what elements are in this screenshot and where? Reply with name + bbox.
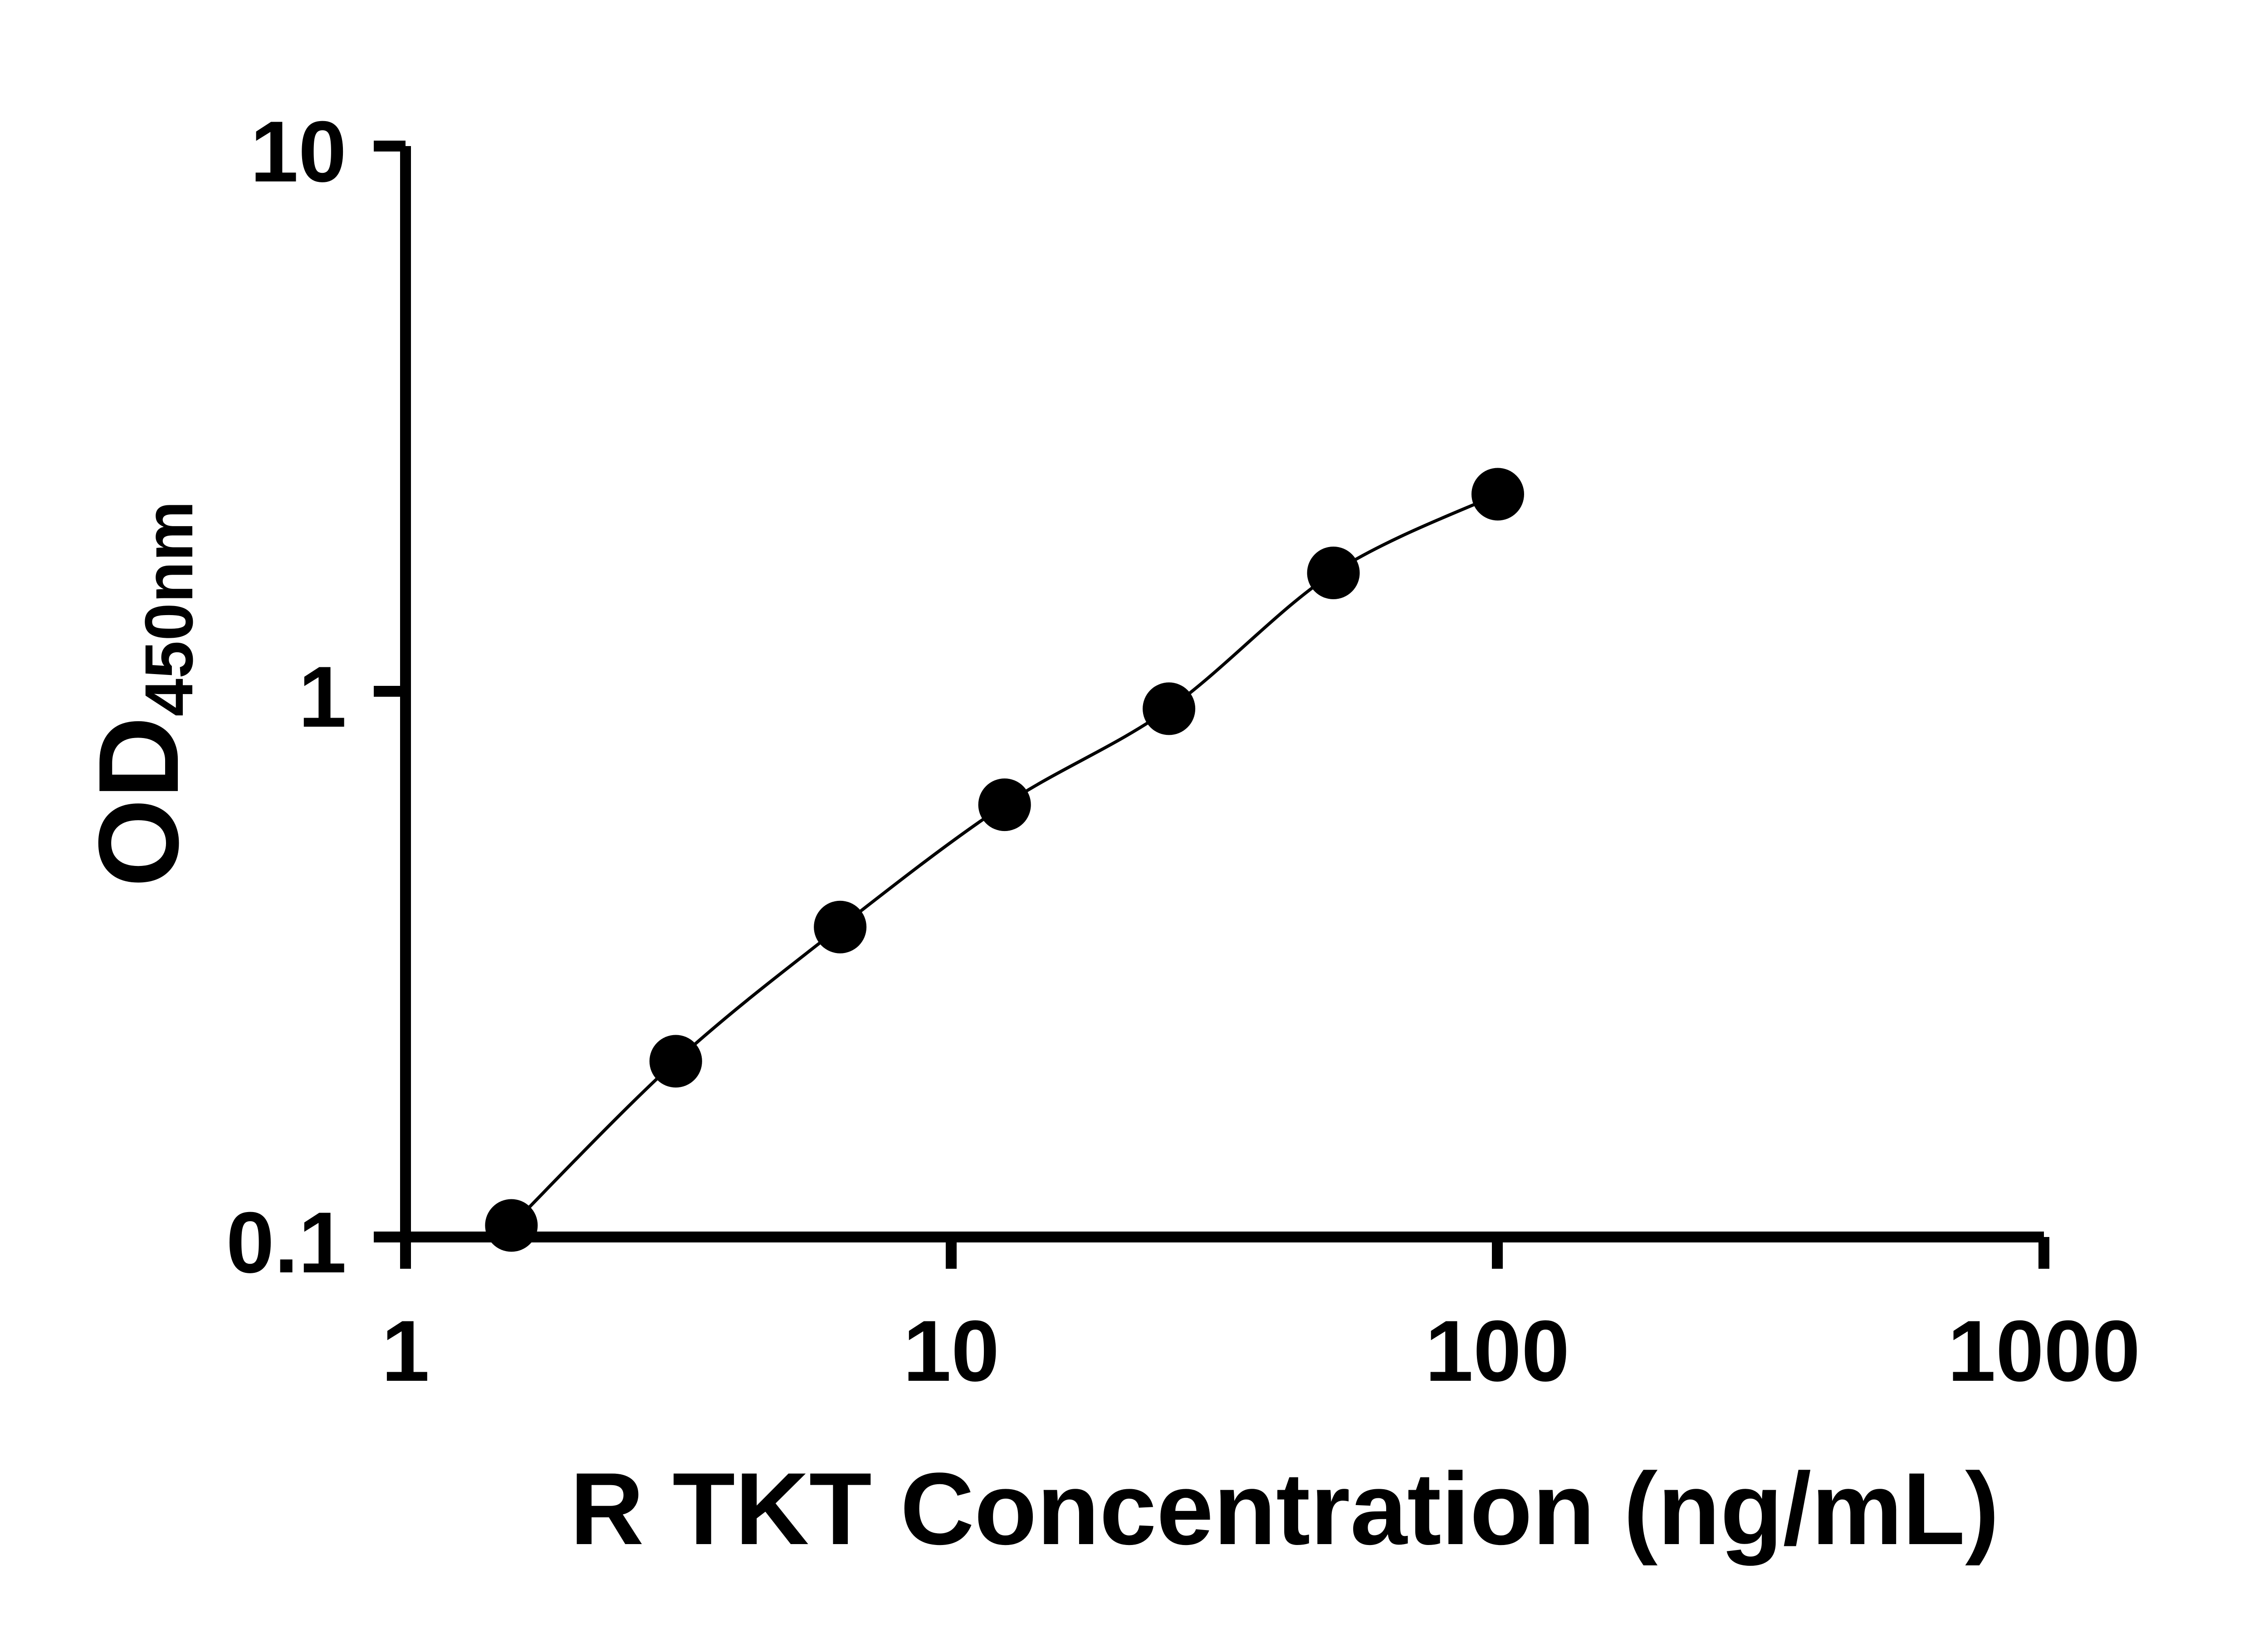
svg-text:100: 100 [1425,1303,1570,1399]
svg-text:1000: 1000 [1948,1303,2141,1399]
svg-text:10: 10 [250,103,347,200]
svg-text:0.1: 0.1 [226,1194,347,1291]
svg-text:10: 10 [903,1303,999,1399]
svg-text:1: 1 [298,649,347,745]
svg-text:1: 1 [381,1303,430,1399]
svg-text:R TKT Concentration (ng/mL): R TKT Concentration (ng/mL) [570,1451,1999,1566]
